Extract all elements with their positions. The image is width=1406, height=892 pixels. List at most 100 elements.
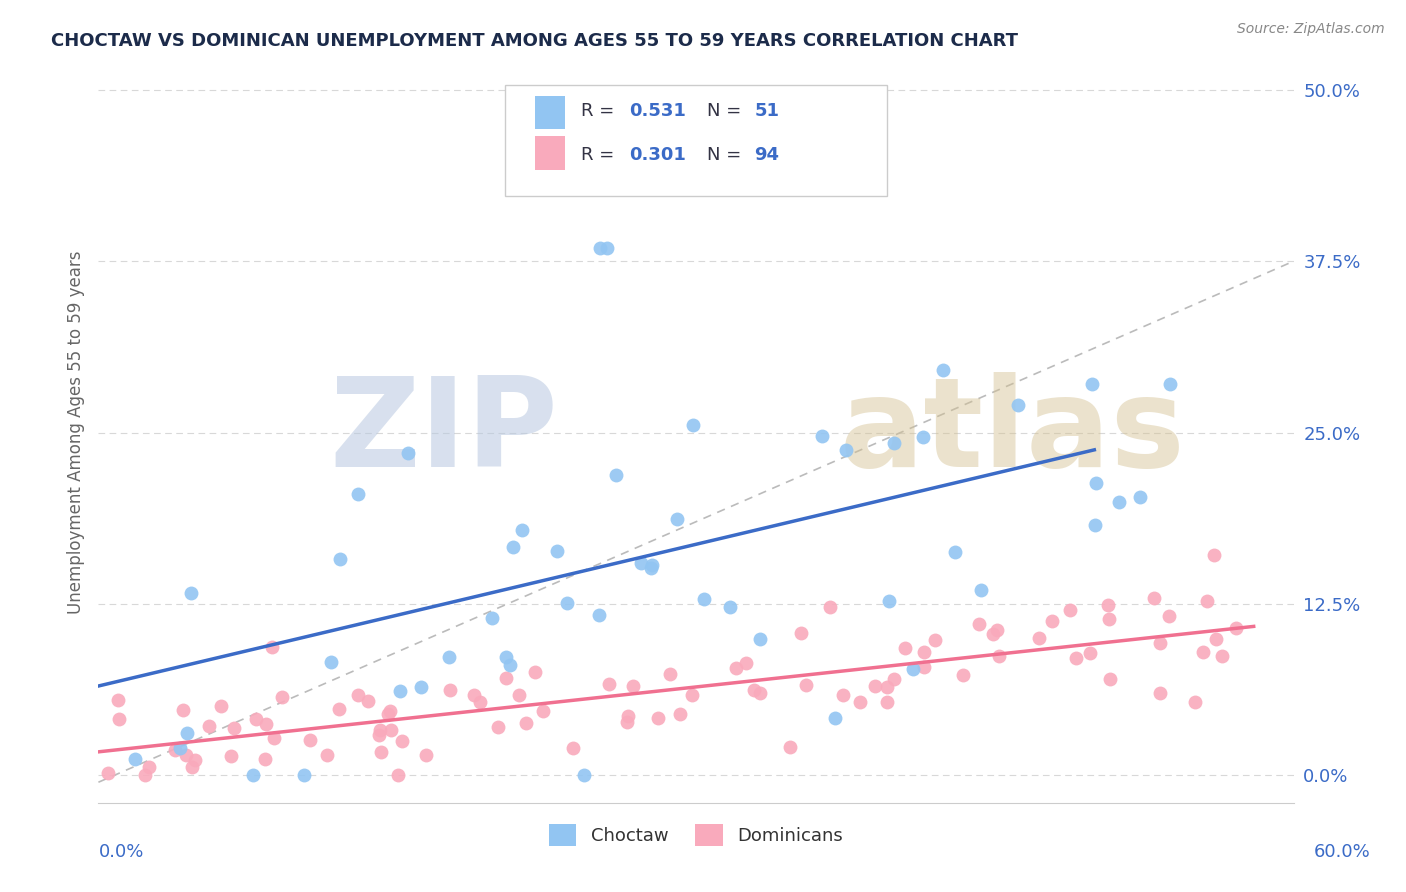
Point (508, 688, 530, 702)
Point (515, 715, 537, 730)
Point (165, 743, 187, 757)
Point (292, 768, 315, 782)
Point (468, 695, 491, 709)
Point (1191, 645, 1213, 659)
Point (818, 600, 841, 615)
Point (659, 667, 682, 681)
Text: R =: R = (581, 102, 620, 120)
Point (502, 541, 524, 555)
Point (174, 748, 197, 763)
Point (1028, 631, 1050, 645)
Point (883, 436, 905, 450)
Point (1159, 376, 1181, 391)
Point (347, 688, 370, 702)
Point (262, 640, 284, 654)
Point (849, 696, 872, 710)
Point (555, 596, 578, 610)
Point (981, 627, 1004, 641)
Point (681, 688, 703, 702)
Text: N =: N = (707, 146, 747, 164)
Point (463, 688, 485, 702)
Point (245, 712, 267, 726)
Text: 0.531: 0.531 (628, 102, 686, 120)
FancyBboxPatch shape (534, 95, 565, 129)
Point (481, 611, 503, 625)
FancyBboxPatch shape (534, 136, 565, 169)
Point (499, 658, 522, 673)
Point (531, 704, 554, 718)
Point (616, 178, 638, 193)
Point (1084, 475, 1107, 490)
Point (621, 679, 644, 693)
Point (1059, 603, 1081, 617)
Point (222, 721, 245, 735)
Point (1108, 495, 1130, 509)
Point (1205, 632, 1227, 647)
Point (546, 543, 568, 558)
Point (357, 694, 380, 708)
Point (1204, 548, 1226, 562)
Legend: Choctaw, Dominicans: Choctaw, Dominicans (541, 816, 851, 853)
Point (589, 240, 612, 255)
Point (1042, 614, 1064, 628)
Point (108, 713, 131, 727)
Point (811, 428, 834, 442)
Point (969, 616, 991, 631)
Point (641, 558, 664, 573)
Point (1098, 612, 1121, 626)
Text: 0.0%: 0.0% (98, 843, 143, 861)
Point (1157, 609, 1180, 624)
Point (319, 655, 342, 669)
FancyBboxPatch shape (505, 85, 887, 195)
Point (1149, 686, 1171, 700)
Text: 60.0%: 60.0% (1315, 843, 1371, 861)
Point (735, 656, 758, 670)
Point (835, 443, 858, 458)
Point (1078, 647, 1101, 661)
Point (242, 768, 264, 782)
Point (1081, 376, 1104, 391)
Point (748, 686, 770, 700)
Point (647, 710, 669, 724)
Point (380, 723, 402, 737)
Point (877, 594, 900, 608)
Point (211, 699, 233, 714)
Point (439, 649, 461, 664)
Point (779, 740, 801, 755)
Point (718, 599, 741, 614)
Point (124, 752, 146, 766)
Point (176, 725, 198, 739)
Y-axis label: Unemployment Among Ages 55 to 59 years: Unemployment Among Ages 55 to 59 years (66, 251, 84, 615)
Point (1064, 650, 1087, 665)
Point (219, 749, 242, 764)
Point (415, 747, 437, 762)
Point (986, 624, 1008, 638)
Point (396, 446, 419, 460)
Point (347, 487, 370, 501)
Point (876, 680, 898, 694)
Text: ZIP: ZIP (330, 372, 558, 493)
Point (669, 707, 692, 722)
Point (616, 709, 638, 723)
Point (1211, 648, 1233, 663)
Point (495, 649, 517, 664)
Point (988, 648, 1011, 663)
Point (588, 608, 610, 623)
Point (495, 671, 517, 685)
Point (368, 728, 391, 742)
Point (1225, 621, 1247, 635)
Point (665, 511, 688, 525)
Point (328, 702, 350, 716)
Point (411, 681, 433, 695)
Point (725, 661, 748, 675)
Point (883, 672, 905, 686)
Point (329, 552, 352, 566)
Point (298, 732, 321, 747)
Point (1084, 518, 1107, 533)
Point (952, 668, 974, 682)
Point (138, 760, 160, 774)
Point (794, 678, 817, 692)
Point (387, 768, 409, 782)
Point (169, 741, 191, 756)
Point (377, 707, 399, 722)
